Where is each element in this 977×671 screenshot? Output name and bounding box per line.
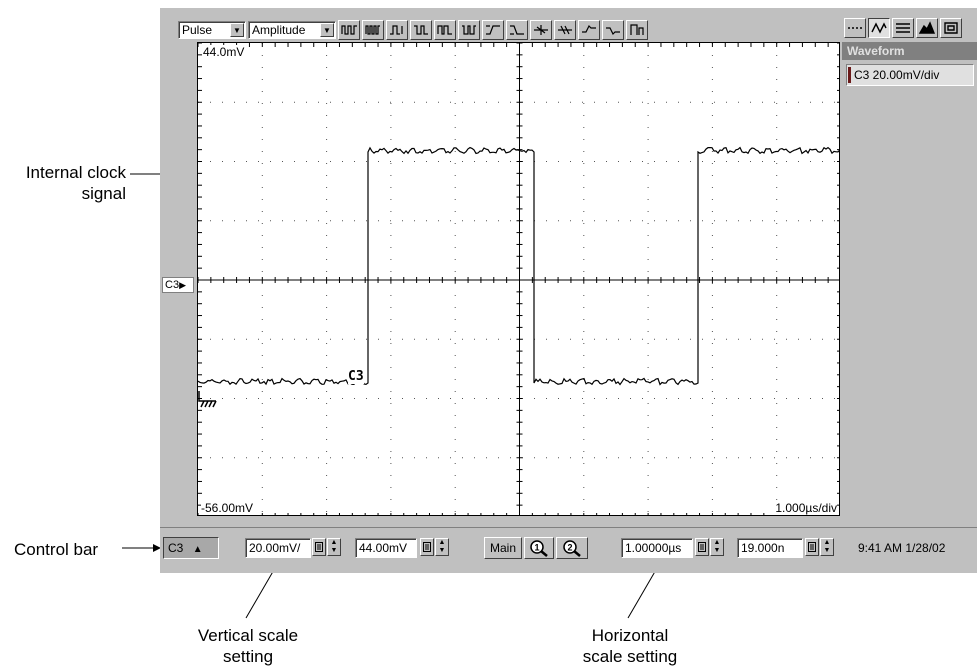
channel-select-button[interactable]: C3 ▲ <box>163 537 219 559</box>
callout-internal-clock-line1: Internal clock <box>25 163 126 182</box>
graticule[interactable]: 44.0mV -56.00mV 1.000µs/div C3 <box>197 42 840 516</box>
keypad-icon[interactable] <box>805 538 819 556</box>
horizontal-scale-field[interactable]: 1.00000µs <box>621 538 693 558</box>
phase-icon[interactable] <box>530 20 552 40</box>
bottom-level-readout: -56.00mV <box>201 501 254 515</box>
channel-select-label: C3 <box>168 541 184 555</box>
callout-control-bar-text: Control bar <box>14 540 99 559</box>
pulse-width-neg-icon[interactable] <box>410 20 432 40</box>
measurement-icons <box>338 20 648 40</box>
record-view-icon[interactable] <box>940 18 962 38</box>
keypad-icon[interactable] <box>420 538 434 556</box>
clock-readout: 9:41 AM 1/28/02 <box>858 541 946 555</box>
chevron-down-icon: ▼ <box>230 23 244 37</box>
vertical-offset-field[interactable]: 44.00mV <box>355 538 417 558</box>
zoom-1-button[interactable]: 1 <box>524 537 554 559</box>
measurement-class-select[interactable]: Pulse ▼ <box>178 21 246 39</box>
top-level-readout: 44.0mV <box>203 45 245 59</box>
callout-vertical-line1: Vertical scale <box>197 626 299 645</box>
vertical-scale-field[interactable]: 20.00mV/ <box>245 538 311 558</box>
callout-horizontal-line2: scale setting <box>582 647 678 666</box>
undershoot-icon[interactable] <box>602 20 624 40</box>
callout-internal-clock: Internal clock signal <box>12 162 126 204</box>
svg-text:1: 1 <box>535 543 540 553</box>
timebase-readout: 1.000µs/div <box>775 501 837 515</box>
callout-horizontal-scale: Horizontal scale setting <box>562 625 698 667</box>
chevron-down-icon: ▼ <box>320 23 334 37</box>
horizontal-position-field[interactable]: 19.000n <box>737 538 803 558</box>
delay-icon[interactable] <box>554 20 576 40</box>
keypad-icon[interactable] <box>695 538 709 556</box>
horizontal-position-spinner[interactable]: ▲ ▼ <box>805 538 837 558</box>
waveform-panel: Waveform C3 20.00mV/div <box>842 42 977 516</box>
magnifier-2-icon: 2 <box>563 540 581 557</box>
waveform-trace <box>198 146 839 386</box>
magnifier-1-icon: 1 <box>530 540 548 557</box>
duty-cycle-icon[interactable] <box>458 20 480 40</box>
marker-arrow-icon: ▶ <box>179 280 186 290</box>
measurement-toolbar: Pulse ▼ Amplitude ▼ <box>178 18 648 42</box>
up-down-arrows-icon[interactable]: ▲ ▼ <box>820 538 834 556</box>
callout-internal-clock-line2: signal <box>81 184 126 203</box>
fall-time-icon[interactable] <box>506 20 528 40</box>
burst-width-icon[interactable] <box>434 20 456 40</box>
channel-marker[interactable]: C3▶ <box>162 277 194 293</box>
measurement-type-value: Amplitude <box>252 23 306 37</box>
channel-marker-label: C3 <box>165 279 180 291</box>
pulse-period-icon[interactable] <box>362 20 384 40</box>
display-dots-icon[interactable] <box>844 18 866 38</box>
up-down-arrows-icon[interactable]: ▲ ▼ <box>327 538 341 556</box>
zoom-2-button[interactable]: 2 <box>556 537 588 559</box>
statistics-icon[interactable] <box>626 20 648 40</box>
callout-horizontal-line1: Horizontal <box>591 626 669 645</box>
callout-vertical-scale: Vertical scale setting <box>188 625 308 667</box>
pulse-width-pos-icon[interactable] <box>386 20 408 40</box>
up-down-arrows-icon[interactable]: ▲ ▼ <box>710 538 724 556</box>
histogram-icon[interactable] <box>916 18 938 38</box>
graticule-svg <box>198 43 839 515</box>
chevron-up-icon: ▲ <box>192 544 203 555</box>
up-down-arrows-icon[interactable]: ▲ ▼ <box>435 538 449 556</box>
pulse-freq-icon[interactable] <box>338 20 360 40</box>
callout-vertical-line2: setting <box>222 647 274 666</box>
waveform-label: C3 <box>348 369 364 384</box>
svg-text:2: 2 <box>568 543 573 553</box>
ground-reference-icon <box>198 391 217 408</box>
waveform-panel-title: Waveform <box>842 42 977 60</box>
view-toolbar <box>844 18 962 38</box>
keypad-icon[interactable] <box>312 538 326 556</box>
overshoot-icon[interactable] <box>578 20 600 40</box>
measurement-class-value: Pulse <box>182 23 213 37</box>
vertical-offset-spinner[interactable]: ▲ ▼ <box>420 538 452 558</box>
display-intensity-icon[interactable] <box>892 18 914 38</box>
rise-time-icon[interactable] <box>482 20 504 40</box>
display-vectors-icon[interactable] <box>868 18 890 38</box>
callout-control-bar: Control bar <box>14 539 98 560</box>
vertical-scale-spinner[interactable]: ▲ ▼ <box>312 538 344 558</box>
waveform-item-c3[interactable]: C3 20.00mV/div <box>846 64 974 86</box>
horizontal-scale-spinner[interactable]: ▲ ▼ <box>695 538 727 558</box>
timebase-mode-button[interactable]: Main <box>484 537 522 559</box>
measurement-type-select[interactable]: Amplitude ▼ <box>248 21 336 39</box>
